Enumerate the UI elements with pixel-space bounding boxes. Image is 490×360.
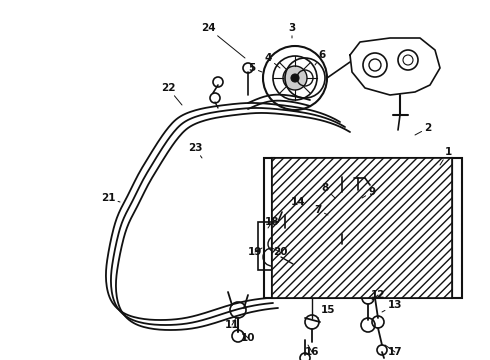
Text: 21: 21: [101, 193, 120, 203]
Text: 1: 1: [440, 147, 452, 165]
Text: 17: 17: [385, 345, 402, 357]
Bar: [272, 158, 452, 298]
Text: 9: 9: [362, 187, 375, 198]
Text: 14: 14: [290, 197, 305, 210]
Text: 10: 10: [241, 332, 255, 343]
Bar: [264, 158, 274, 298]
Text: 16: 16: [305, 345, 319, 357]
Text: 13: 13: [382, 300, 402, 312]
Bar: [272, 158, 452, 298]
Text: 3: 3: [289, 23, 295, 38]
Text: 24: 24: [201, 23, 245, 58]
Bar: [258, 222, 310, 270]
Text: 18: 18: [265, 217, 279, 228]
Text: 20: 20: [272, 247, 287, 257]
Bar: [452, 158, 462, 298]
Text: 12: 12: [371, 290, 385, 300]
Text: 19: 19: [248, 247, 262, 257]
Bar: [452, 158, 462, 298]
Circle shape: [291, 74, 299, 82]
Bar: [264, 158, 274, 298]
Text: 23: 23: [188, 143, 202, 158]
Text: 11: 11: [225, 318, 239, 330]
Circle shape: [283, 66, 307, 90]
Text: 4: 4: [264, 53, 280, 68]
Text: 7: 7: [314, 205, 328, 215]
FancyBboxPatch shape: [332, 189, 353, 237]
Text: 5: 5: [248, 63, 262, 73]
Bar: [272, 158, 452, 298]
Text: 8: 8: [321, 183, 335, 198]
Text: 15: 15: [318, 305, 335, 318]
Text: 22: 22: [161, 83, 182, 105]
Text: 2: 2: [415, 123, 432, 135]
Text: 6: 6: [315, 50, 326, 65]
Circle shape: [243, 63, 253, 73]
